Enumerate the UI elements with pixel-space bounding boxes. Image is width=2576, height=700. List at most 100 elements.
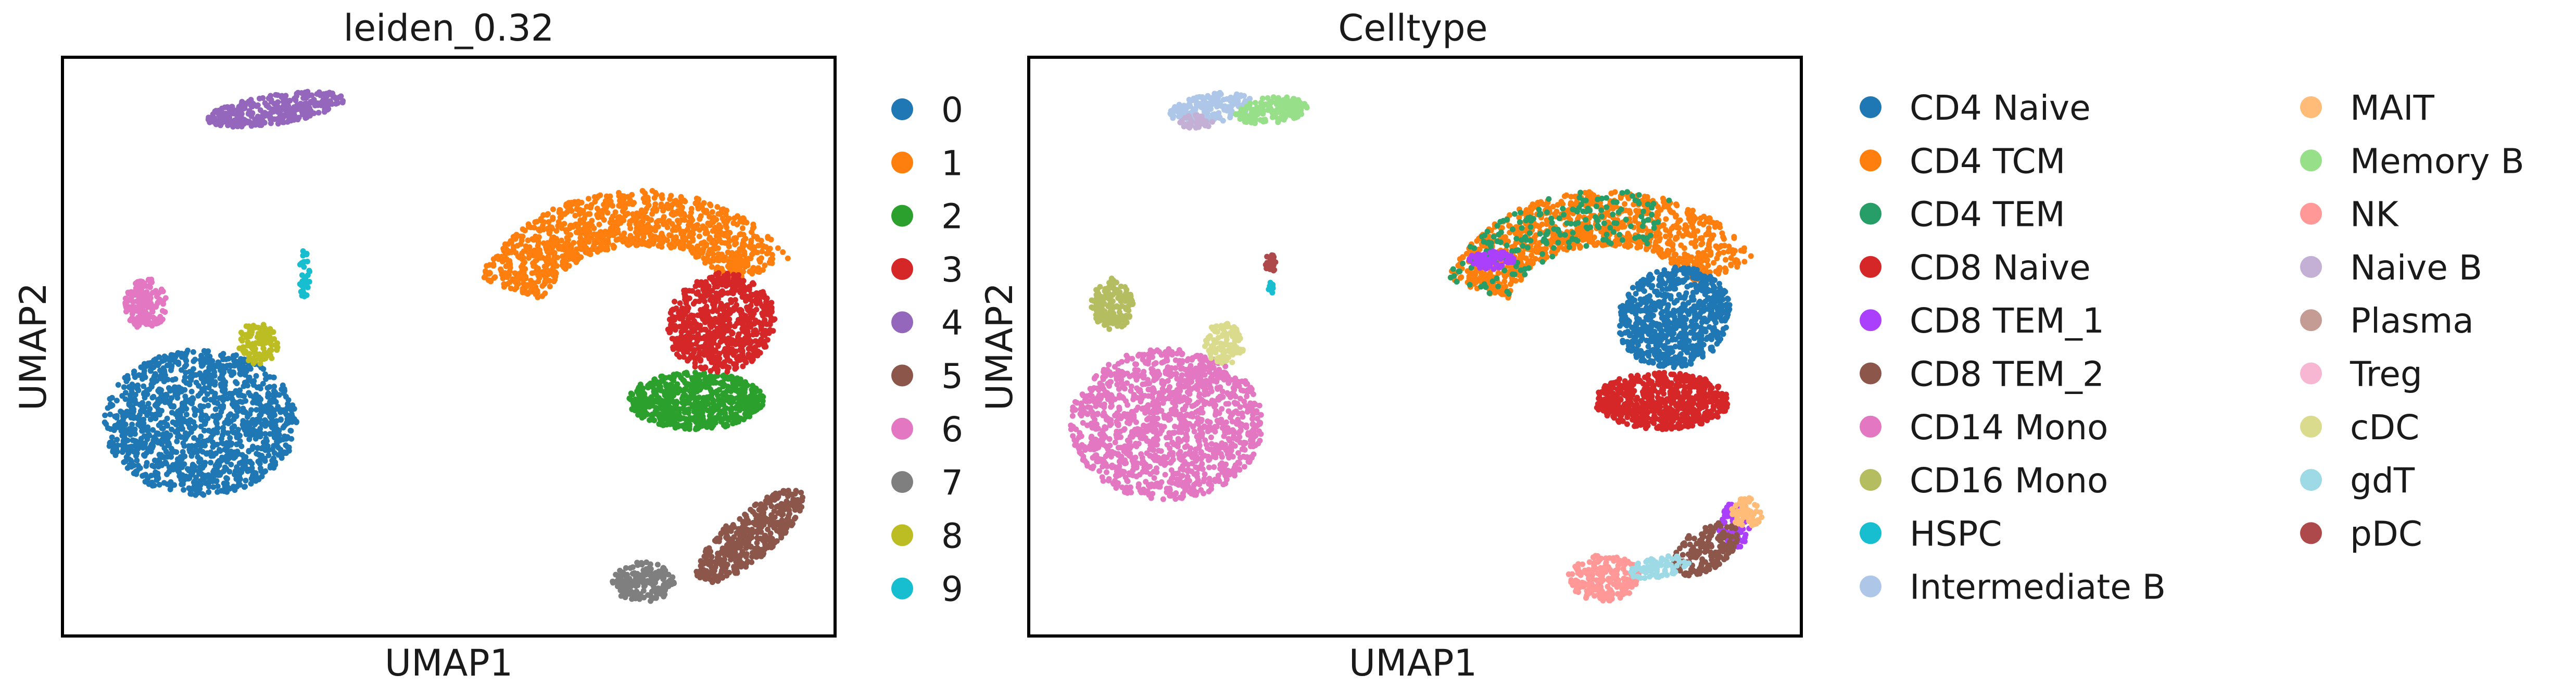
point-5 [745,517,751,524]
point-0 [224,396,231,402]
point-0 [156,361,162,367]
point-0 [241,425,247,431]
point-8 [262,340,269,346]
point-7 [661,593,667,600]
point-2 [653,405,659,411]
point-5 [757,522,764,528]
point-0 [193,372,199,378]
point-0 [176,384,182,390]
point-0 [148,381,155,388]
point-0 [181,403,187,409]
point-1 [755,265,762,271]
point-6 [147,297,153,303]
point-3 [691,349,697,355]
point-3 [763,329,769,335]
point-0 [288,436,295,442]
point-3 [677,324,683,330]
point-8 [257,336,263,342]
point-2 [683,407,689,413]
point-0 [154,476,160,482]
point-3 [753,307,760,313]
point-7 [660,572,666,578]
legend-marker-leiden-7 [891,471,913,493]
point-6 [122,300,129,306]
point-1 [645,242,651,248]
point-2 [632,396,638,402]
point-4 [234,123,241,130]
point-0 [171,403,177,409]
point-4 [294,91,300,97]
point-2 [696,394,702,401]
point-0 [260,444,266,451]
point-0 [144,387,150,393]
point-0 [242,483,248,490]
point-8 [249,346,256,352]
point-4 [221,115,227,121]
point-0 [128,428,134,435]
point-5 [743,554,749,560]
point-0 [271,455,277,462]
scatter-points-leiden [102,88,806,604]
point-1 [642,190,648,197]
point-3 [740,278,747,284]
point-2 [675,424,681,430]
point-2 [727,399,733,405]
point-3 [736,331,742,337]
point-1 [500,275,506,282]
point-0 [130,383,136,389]
point-7 [616,578,622,584]
legend-marker-leiden-9 [891,577,913,600]
point-4 [245,119,251,125]
point-1 [738,231,744,237]
point-0 [128,396,134,402]
point-2 [712,389,718,396]
point-1 [715,211,722,217]
point-1 [724,219,730,225]
point-0 [280,425,286,431]
point-0 [114,437,120,443]
point-1 [550,272,557,278]
point-0 [168,451,174,457]
point-1 [550,262,557,268]
point-3 [734,338,740,345]
point-0 [128,464,134,470]
point-1 [563,227,569,233]
point-0 [196,439,203,446]
point-0 [233,379,239,385]
point-3 [731,323,738,329]
point-6 [147,284,153,290]
point-1 [651,195,658,201]
point-0 [255,432,261,439]
point-4 [230,107,236,113]
point-1 [610,230,616,236]
point-3 [751,328,757,335]
point-0 [156,386,162,392]
point-2 [663,393,670,400]
point-4 [335,100,341,106]
point-5 [724,562,730,568]
point-2 [756,405,762,411]
point-0 [137,465,143,471]
point-9 [298,288,304,295]
point-2 [740,416,747,423]
point-0 [141,433,147,439]
point-3 [701,298,708,304]
point-0 [239,399,245,405]
point-1 [557,221,563,227]
point-2 [677,406,683,412]
point-0 [203,396,209,402]
point-0 [201,388,207,394]
point-0 [150,427,156,433]
point-0 [190,366,196,372]
point-5 [717,556,724,563]
point-1 [775,245,781,251]
point-4 [266,95,272,101]
point-0 [187,449,193,455]
point-3 [734,279,740,285]
point-2 [679,400,685,406]
point-1 [655,223,661,230]
point-0 [190,349,196,355]
point-1 [520,226,526,232]
point-3 [768,304,775,311]
point-0 [140,400,146,406]
